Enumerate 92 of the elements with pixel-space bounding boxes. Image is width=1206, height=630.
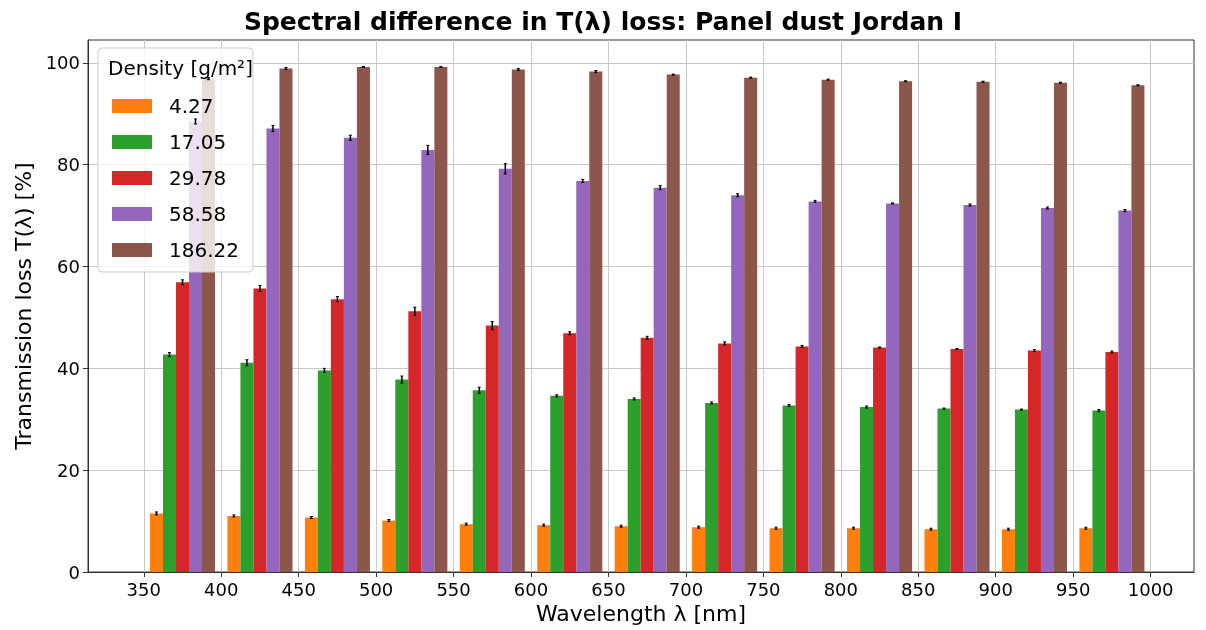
bar xyxy=(937,408,951,572)
bar xyxy=(1079,528,1093,572)
legend-label: 29.78 xyxy=(169,166,227,190)
bar xyxy=(408,311,422,572)
bar xyxy=(924,529,938,572)
bar xyxy=(795,346,809,572)
bar xyxy=(1014,409,1028,572)
bar xyxy=(279,68,293,572)
x-tick-label: 700 xyxy=(668,578,704,600)
chart-title: Spectral difference in T(λ) loss: Panel dust Jordan I xyxy=(243,7,963,36)
bar xyxy=(1040,208,1054,572)
y-tick-label: 40 xyxy=(57,357,80,379)
bar xyxy=(1027,350,1041,572)
bar xyxy=(718,343,732,572)
bar xyxy=(1001,529,1015,572)
bar xyxy=(498,168,512,572)
bar xyxy=(227,516,241,572)
bar xyxy=(1131,85,1145,572)
bar xyxy=(356,66,370,572)
y-axis-title: Transmission loss T(λ) [%] xyxy=(11,162,37,451)
bar xyxy=(266,128,280,572)
x-tick-label: 900 xyxy=(978,578,1013,600)
bar xyxy=(1105,352,1119,572)
bar xyxy=(563,333,577,572)
x-tick-label: 350 xyxy=(126,578,161,600)
bar xyxy=(511,69,525,572)
y-tick-label: 100 xyxy=(45,52,80,74)
x-tick-label: 600 xyxy=(513,578,549,600)
bar xyxy=(731,195,745,572)
bar xyxy=(382,520,396,572)
x-tick-label: 550 xyxy=(436,578,471,600)
bar xyxy=(576,181,590,572)
bar xyxy=(808,201,822,572)
x-tick-label: 500 xyxy=(358,578,394,600)
bar xyxy=(472,390,486,572)
bar xyxy=(589,71,603,572)
y-tick-label: 0 xyxy=(68,561,80,583)
bar xyxy=(640,337,654,572)
y-tick-label: 60 xyxy=(57,256,80,278)
y-tick-label: 20 xyxy=(57,459,80,481)
x-tick-label: 450 xyxy=(281,578,316,600)
bar xyxy=(899,81,913,572)
bar xyxy=(253,288,267,572)
x-tick-label: 800 xyxy=(823,578,858,600)
bar xyxy=(614,526,628,572)
bar xyxy=(317,370,331,572)
bar xyxy=(976,81,990,572)
bar xyxy=(434,66,448,572)
bar xyxy=(950,349,964,572)
bar xyxy=(744,77,758,572)
bar xyxy=(395,379,409,572)
bar xyxy=(963,204,977,572)
x-tick-label: 850 xyxy=(901,578,936,600)
bar xyxy=(343,137,357,572)
bar xyxy=(821,79,835,572)
x-tick-label: 950 xyxy=(1056,578,1091,600)
bar xyxy=(886,203,900,572)
bar xyxy=(240,362,254,572)
bar xyxy=(1092,410,1106,572)
bar xyxy=(175,282,189,572)
bar xyxy=(330,299,344,572)
bar xyxy=(537,525,551,572)
x-axis-title: Wavelength λ [nm] xyxy=(535,601,747,627)
legend-label: 186.22 xyxy=(169,238,239,262)
legend-label: 17.05 xyxy=(169,130,227,154)
x-tick-label: 1000 xyxy=(1127,578,1174,600)
bar xyxy=(692,527,706,572)
bar xyxy=(705,402,719,572)
legend-label: 58.58 xyxy=(169,202,227,226)
legend-label: 4.27 xyxy=(169,94,214,118)
bar xyxy=(485,325,499,572)
bar xyxy=(421,149,435,572)
bar xyxy=(1118,210,1132,572)
bar xyxy=(627,398,641,572)
bar xyxy=(666,74,680,572)
x-tick-label: 400 xyxy=(204,578,239,600)
bar xyxy=(847,528,861,572)
bar xyxy=(550,395,564,572)
y-tick-label: 80 xyxy=(57,154,80,176)
bar xyxy=(782,405,796,572)
bar xyxy=(162,354,176,572)
bar xyxy=(873,347,887,572)
bar xyxy=(769,528,783,572)
bar xyxy=(860,407,874,572)
legend-title: Density [g/m²] xyxy=(108,56,253,80)
bar xyxy=(459,524,473,572)
bar xyxy=(304,517,318,572)
bar xyxy=(653,187,667,572)
x-tick-label: 650 xyxy=(591,578,626,600)
bar xyxy=(1053,82,1067,572)
x-tick-label: 750 xyxy=(746,578,781,600)
bar xyxy=(149,513,163,572)
